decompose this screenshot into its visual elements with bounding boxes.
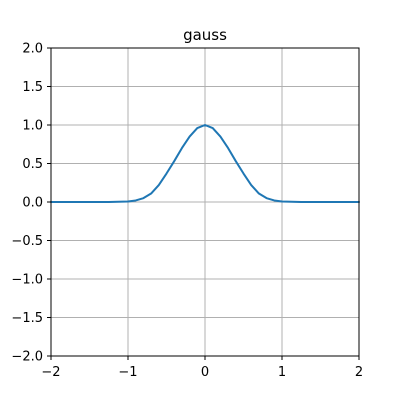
- x-tick-label: 0: [201, 365, 209, 380]
- y-tick-label: 2.0: [22, 42, 43, 57]
- y-tick-label: −1.5: [11, 311, 43, 326]
- y-tick-label: 0.5: [22, 157, 43, 172]
- x-tick-label: 1: [278, 365, 286, 380]
- y-tick-label: 1.5: [22, 80, 43, 95]
- tick-labels: −2 −1 0 1 2 −2.0 −1.5 −1.0 −0.5 0.0 0.5 1.0 1.5 2.0: [11, 42, 363, 381]
- y-tick-label: 0.0: [22, 196, 43, 211]
- chart-title: gauss: [183, 26, 227, 44]
- x-tick-label: 2: [355, 365, 363, 380]
- series-layer: [50, 124, 360, 203]
- y-tick-label: 1.0: [22, 119, 43, 134]
- y-tick-label: −0.5: [11, 234, 43, 249]
- tick-marks: [47, 47, 360, 360]
- x-tick-label: −2: [41, 365, 60, 380]
- x-tick-label: −1: [118, 365, 137, 380]
- y-tick-label: −1.0: [11, 273, 43, 288]
- series-line: [50, 124, 360, 203]
- y-tick-label: −2.0: [11, 350, 43, 365]
